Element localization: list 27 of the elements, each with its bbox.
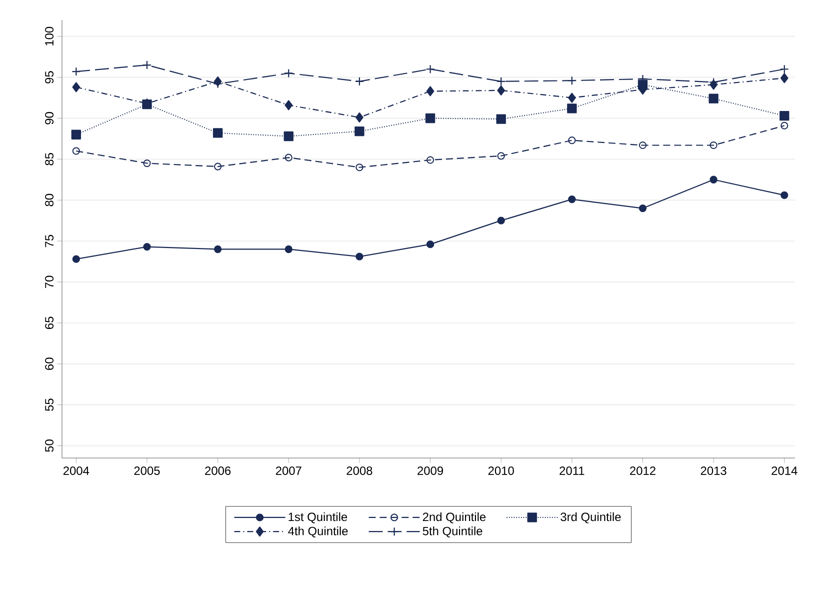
y-tick-label: 50 xyxy=(45,440,54,452)
x-tick-label: 2011 xyxy=(560,466,584,475)
x-tick-label: 2009 xyxy=(418,466,443,475)
y-tick-label: 55 xyxy=(45,398,54,411)
legend-label: 4th Quintile xyxy=(288,526,348,538)
x-tick-label: 2004 xyxy=(63,466,90,475)
y-tick-label: 80 xyxy=(45,194,54,206)
y-tick-label: 95 xyxy=(45,71,54,84)
legend-label: 5th Quintile xyxy=(422,526,482,538)
y-tick-label: 60 xyxy=(45,358,54,370)
x-tick-label: 2007 xyxy=(276,466,302,475)
x-tick-label: 2014 xyxy=(772,466,798,475)
x-tick-label: 2012 xyxy=(630,466,656,475)
y-tick-label: 90 xyxy=(45,112,54,124)
y-tick-label: 85 xyxy=(45,153,54,166)
legend-label: 2nd Quintile xyxy=(422,512,486,524)
x-tick-label: 2008 xyxy=(346,466,372,475)
legend-label: 1st Quintile xyxy=(288,512,348,524)
x-tick-label: 2013 xyxy=(700,466,726,475)
y-tick-label: 70 xyxy=(45,276,54,288)
x-tick-label: 2010 xyxy=(488,466,514,475)
legend-label: 3rd Quintile xyxy=(560,512,621,524)
x-tick-label: 2005 xyxy=(134,466,160,475)
y-tick-label: 75 xyxy=(45,234,54,248)
y-tick-label: 65 xyxy=(45,316,54,329)
x-tick-label: 2006 xyxy=(205,466,231,475)
y-tick-label: 100 xyxy=(45,26,54,46)
